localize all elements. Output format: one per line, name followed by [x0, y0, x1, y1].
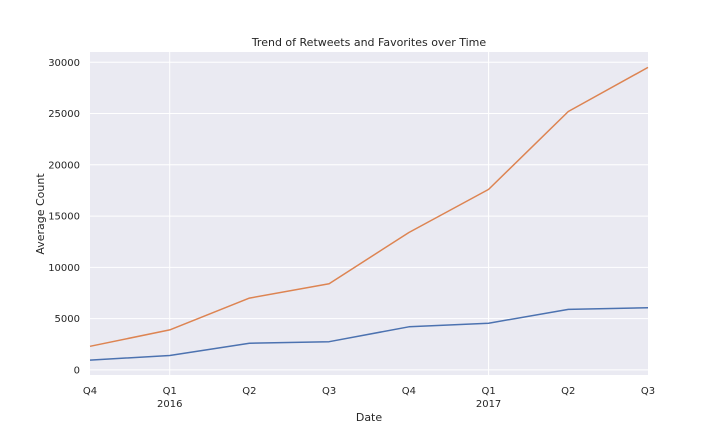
x-tick-year-label: 2016 — [157, 399, 182, 410]
x-tick-label: Q2 — [561, 386, 575, 397]
y-tick-label: 0 — [74, 365, 80, 376]
x-tick-label: Q3 — [641, 386, 655, 397]
y-axis-ticks: 0 5000 10000 15000 20000 25000 30000 — [48, 58, 80, 377]
x-tick-label: Q4 — [402, 386, 416, 397]
x-axis-ticks: Q4 Q1 2016 Q2 Q3 Q4 Q1 2017 Q2 Q3 — [83, 386, 655, 410]
y-axis-label: Average Count — [34, 173, 47, 255]
y-tick-label: 25000 — [48, 109, 80, 120]
grid-lines — [90, 52, 648, 375]
x-tick-label: Q3 — [322, 386, 336, 397]
y-tick-label: 20000 — [48, 160, 80, 171]
x-tick-label: Q4 — [83, 386, 97, 397]
chart-title: Trend of Retweets and Favorites over Tim… — [251, 36, 487, 49]
series-lines — [89, 66, 649, 361]
x-tick-year-label: 2017 — [476, 399, 501, 410]
series-line-1 — [89, 307, 649, 361]
series-line-2 — [89, 66, 649, 348]
x-axis-label: Date — [356, 411, 383, 424]
plot-area — [90, 52, 648, 375]
y-tick-label: 30000 — [48, 58, 80, 69]
x-tick-label: Q1 — [481, 386, 495, 397]
y-tick-label: 5000 — [55, 314, 80, 325]
x-tick-label: Q2 — [242, 386, 256, 397]
y-tick-label: 10000 — [48, 263, 80, 274]
y-tick-label: 15000 — [48, 212, 80, 223]
x-tick-label: Q1 — [163, 386, 177, 397]
